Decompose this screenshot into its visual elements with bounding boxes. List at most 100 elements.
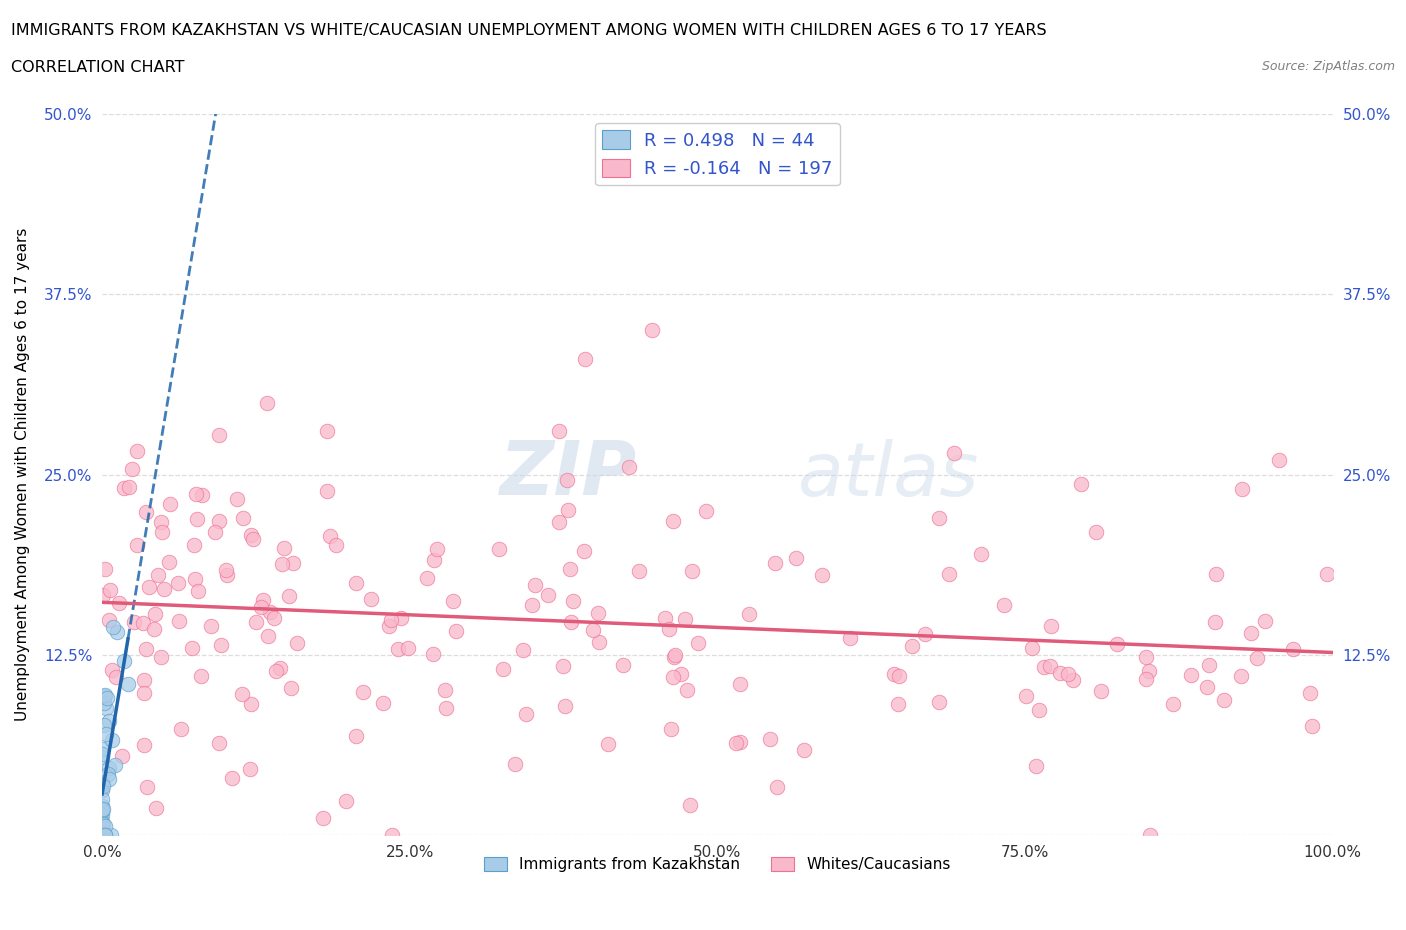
Point <box>1205 566 1227 581</box>
Point <box>138 579 160 594</box>
Point <box>256 395 278 410</box>
Point <box>97 766 120 781</box>
Point <box>1084 525 1107 539</box>
Point <box>215 563 238 578</box>
Point <box>574 352 596 366</box>
Point <box>96 690 118 705</box>
Point <box>1268 453 1291 468</box>
Point <box>1049 665 1071 680</box>
Point <box>208 736 231 751</box>
Point <box>96 726 118 741</box>
Point <box>1028 703 1050 718</box>
Point <box>91 804 114 819</box>
Point <box>91 742 114 757</box>
Point <box>730 734 752 749</box>
Point <box>554 699 576 714</box>
Point <box>312 811 335 826</box>
Point <box>208 428 231 443</box>
Point <box>662 670 685 684</box>
Point <box>426 542 449 557</box>
Point <box>186 512 208 527</box>
Point <box>785 551 807 565</box>
Point <box>91 817 114 832</box>
Point <box>695 503 717 518</box>
Point <box>107 596 129 611</box>
Point <box>681 564 703 578</box>
Point <box>360 592 382 607</box>
Point <box>555 473 578 488</box>
Point <box>91 824 114 839</box>
Point <box>1230 669 1253 684</box>
Point <box>100 828 122 843</box>
Point <box>93 688 115 703</box>
Point <box>1107 637 1129 652</box>
Point <box>105 624 128 639</box>
Point <box>914 626 936 641</box>
Point <box>91 783 114 798</box>
Point <box>759 732 782 747</box>
Point <box>264 663 287 678</box>
Point <box>586 605 609 620</box>
Point <box>200 619 222 634</box>
Point <box>344 576 367 591</box>
Point <box>204 525 226 539</box>
Point <box>93 689 115 704</box>
Point <box>91 801 114 816</box>
Point <box>943 445 966 460</box>
Point <box>512 643 534 658</box>
Point <box>91 746 114 761</box>
Point <box>1139 828 1161 843</box>
Point <box>167 576 190 591</box>
Point <box>263 611 285 626</box>
Point <box>94 818 117 833</box>
Point <box>159 496 181 511</box>
Point <box>675 683 697 698</box>
Point <box>93 828 115 843</box>
Point <box>190 668 212 683</box>
Point <box>170 722 193 737</box>
Point <box>1015 689 1038 704</box>
Point <box>928 695 950 710</box>
Point <box>1135 671 1157 686</box>
Point <box>315 424 337 439</box>
Point <box>135 779 157 794</box>
Point <box>928 511 950 525</box>
Point <box>319 528 342 543</box>
Point <box>187 584 209 599</box>
Point <box>673 611 696 626</box>
Point <box>208 513 231 528</box>
Point <box>1057 666 1080 681</box>
Point <box>242 532 264 547</box>
Text: atlas: atlas <box>797 439 979 511</box>
Point <box>520 597 543 612</box>
Point <box>150 650 173 665</box>
Point <box>125 444 148 458</box>
Point <box>101 733 124 748</box>
Point <box>91 798 114 813</box>
Point <box>598 737 620 751</box>
Point <box>91 804 114 818</box>
Point <box>231 686 253 701</box>
Point <box>250 600 273 615</box>
Point <box>184 571 207 586</box>
Point <box>91 803 114 817</box>
Point <box>135 505 157 520</box>
Point <box>1299 685 1322 700</box>
Point <box>93 817 115 831</box>
Point <box>93 828 115 843</box>
Point <box>325 538 347 552</box>
Point <box>240 527 263 542</box>
Point <box>1161 696 1184 711</box>
Point <box>1039 659 1062 674</box>
Point <box>1316 566 1339 581</box>
Point <box>561 593 583 608</box>
Point <box>142 621 165 636</box>
Point <box>1137 663 1160 678</box>
Point <box>1301 719 1323 734</box>
Point <box>558 562 581 577</box>
Point <box>537 588 560 603</box>
Point <box>91 791 114 806</box>
Point <box>91 750 114 764</box>
Point <box>1040 618 1063 633</box>
Point <box>134 672 156 687</box>
